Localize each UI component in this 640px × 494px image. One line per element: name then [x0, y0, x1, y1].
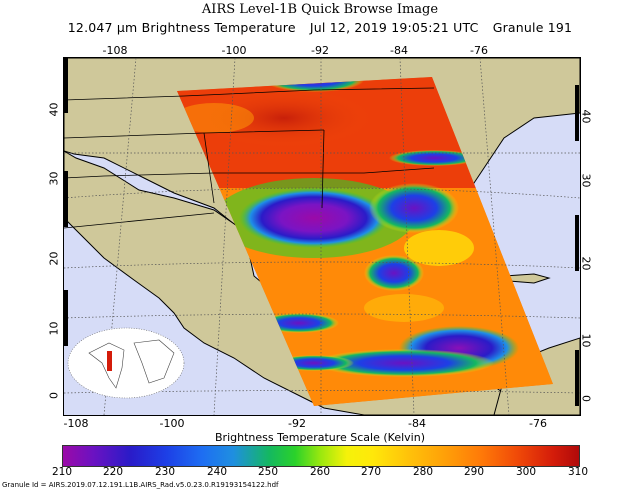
colorbar-tick: 250 — [257, 466, 279, 478]
map-canvas — [64, 58, 580, 415]
frame-bar — [63, 171, 68, 227]
lon-tick-top: -108 — [102, 44, 128, 57]
image-title: AIRS Level-1B Quick Browse Image — [201, 2, 439, 17]
image-subtitle: 12.047 µm Brightness Temperature Jul 12,… — [0, 20, 640, 35]
swath-location-marker — [107, 351, 112, 371]
lon-tick-top: -92 — [311, 44, 329, 57]
lat-tick-left: 10 — [47, 321, 61, 336]
frame-bar — [63, 57, 68, 113]
political-borders — [64, 87, 435, 229]
lon-tick-bottom: -84 — [408, 417, 426, 430]
world-locator-map — [67, 327, 185, 399]
granule-label: Granule 191 — [492, 20, 573, 35]
colorbar-title: Brightness Temperature Scale (Kelvin) — [215, 431, 425, 444]
colorbar-tick: 230 — [154, 466, 176, 478]
colorbar-tick: 290 — [463, 466, 485, 478]
colorbar-tick: 260 — [309, 466, 331, 478]
lon-tick-bottom: -100 — [159, 417, 185, 430]
lat-tick-right: 0 — [579, 395, 593, 402]
lon-tick-bottom: -76 — [529, 417, 547, 430]
lat-tick-right: 30 — [579, 173, 593, 188]
lon-tick-top: -84 — [390, 44, 408, 57]
temperature-colorbar — [62, 445, 580, 467]
lat-tick-right: 10 — [579, 333, 593, 348]
wavelength-label: 12.047 µm Brightness Temperature — [67, 20, 296, 35]
lon-tick-top: -100 — [221, 44, 247, 57]
lat-tick-left: 30 — [47, 171, 61, 186]
colorbar-tick: 310 — [567, 466, 589, 478]
lon-tick-bottom: -92 — [288, 417, 306, 430]
lat-tick-left: 20 — [47, 251, 61, 266]
colorbar-tick: 300 — [515, 466, 537, 478]
colorbar-tick: 280 — [412, 466, 434, 478]
lon-tick-bottom: -108 — [63, 417, 89, 430]
map-panel — [63, 57, 581, 416]
datetime-label: Jul 12, 2019 19:05:21 UTC — [309, 20, 479, 35]
colorbar-tick: 270 — [360, 466, 382, 478]
frame-bar — [575, 350, 579, 406]
colorbar-tick: 240 — [206, 466, 228, 478]
lat-tick-right: 40 — [579, 109, 593, 124]
colorbar-tick: 220 — [102, 466, 124, 478]
frame-bar — [575, 215, 579, 271]
colorbar-tick: 210 — [51, 466, 73, 478]
lat-tick-left: 0 — [47, 392, 61, 399]
frame-bar — [575, 85, 579, 141]
lat-tick-right: 20 — [579, 256, 593, 271]
lon-tick-top: -76 — [470, 44, 488, 57]
frame-bar — [63, 290, 68, 346]
granule-id: Granule Id = AIRS.2019.07.12.191.L1B.AIR… — [2, 481, 279, 489]
lat-tick-left: 40 — [47, 102, 61, 117]
